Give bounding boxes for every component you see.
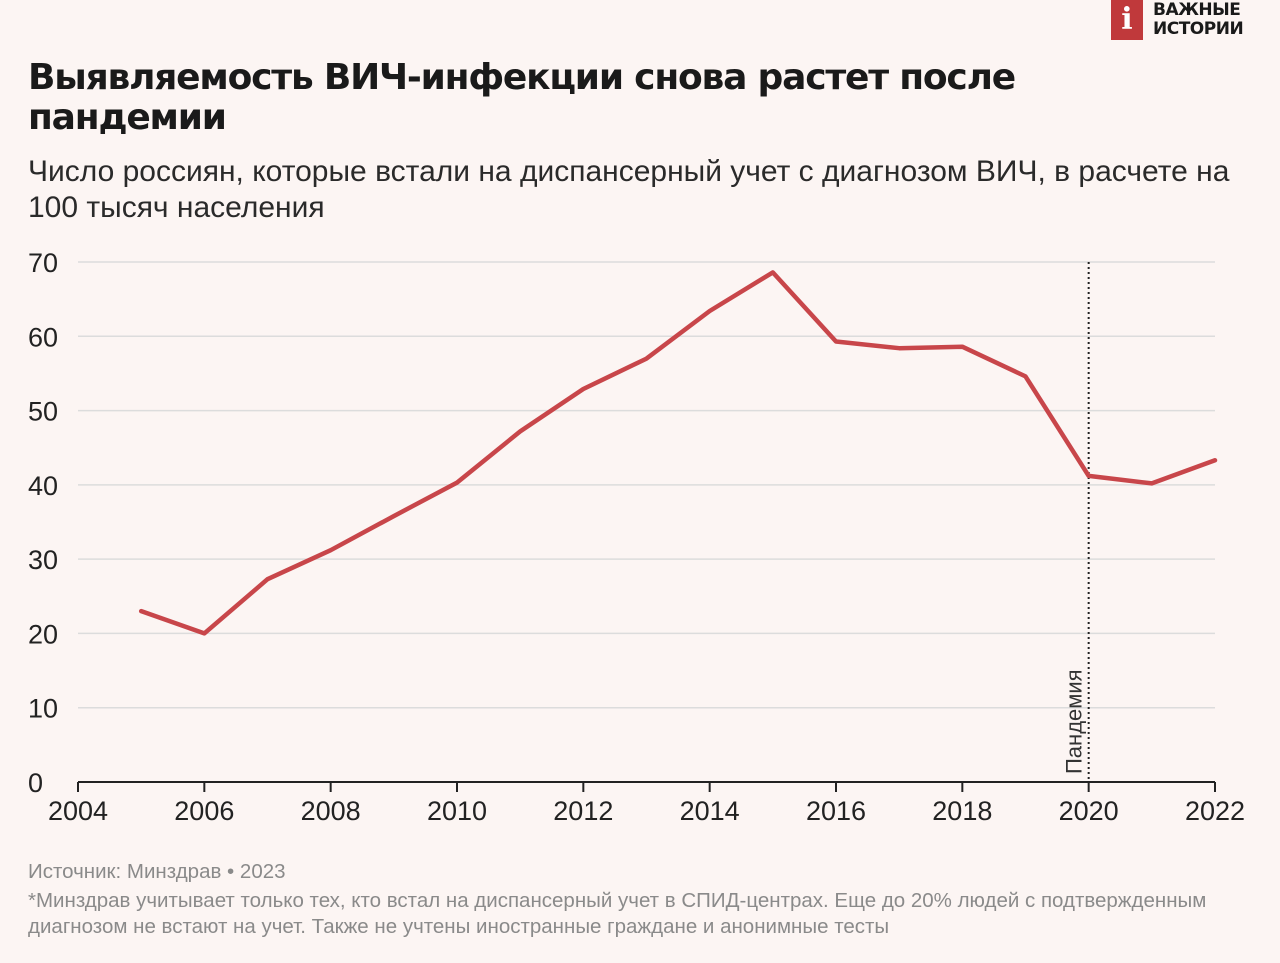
x-tick-label-2012: 2012	[553, 796, 613, 826]
x-tick-label-2018: 2018	[932, 796, 992, 826]
brand-name-line1: ВАЖНЫЕ	[1153, 0, 1241, 20]
data-point-2009	[392, 514, 396, 518]
data-point-2011	[518, 429, 522, 433]
data-point-2020	[1086, 474, 1090, 478]
y-tick-label-70: 70	[28, 248, 58, 278]
data-point-2010	[455, 480, 459, 484]
brand-name-line2: ИСТОРИИ	[1153, 19, 1244, 39]
x-tick-label-2016: 2016	[806, 796, 866, 826]
data-point-2014	[707, 309, 711, 313]
brand-logo[interactable]: i ВАЖНЫЕ ИСТОРИИ	[1111, 0, 1261, 42]
y-tick-label-20: 20	[28, 619, 58, 649]
data-point-2012	[581, 387, 585, 391]
chart-subtitle: Число россиян, которые встали на диспанс…	[28, 155, 1230, 224]
y-tick-label-30: 30	[28, 545, 58, 575]
data-point-2022	[1213, 458, 1217, 462]
x-tick-label-2022: 2022	[1185, 796, 1245, 826]
data-point-2005	[139, 609, 143, 613]
data-point-2007	[265, 577, 269, 581]
x-tick-label-2020: 2020	[1059, 796, 1119, 826]
data-point-2013	[644, 356, 648, 360]
x-tick-label-2014: 2014	[680, 796, 740, 826]
data-point-2017	[897, 346, 901, 350]
series-line-0	[138, 270, 1218, 636]
data-point-2016	[834, 339, 838, 343]
data-point-2018	[960, 344, 964, 348]
x-tick-label-2008: 2008	[301, 796, 361, 826]
y-tick-label-0: 0	[28, 768, 43, 798]
data-point-2019	[1023, 374, 1027, 378]
y-tick-label-50: 50	[28, 397, 58, 427]
x-tick-label-2004: 2004	[48, 796, 108, 826]
data-point-2008	[328, 548, 332, 552]
footnote: *Минздрав учитывает только тех, кто вста…	[28, 889, 1207, 938]
pandemic-marker-label: Пандемия	[1062, 669, 1087, 774]
x-tick-label-2006: 2006	[174, 796, 234, 826]
data-point-2021	[1150, 481, 1154, 485]
source-note: Источник: Минздрав • 2023	[28, 860, 286, 883]
brand-mark-icon: i	[1111, 0, 1143, 40]
data-point-2015	[771, 270, 775, 274]
y-tick-label-60: 60	[28, 322, 58, 352]
brand-name: ВАЖНЫЕ ИСТОРИИ	[1153, 0, 1244, 39]
y-tick-label-10: 10	[28, 694, 58, 724]
y-tick-label-40: 40	[28, 471, 58, 501]
x-tick-label-2010: 2010	[427, 796, 487, 826]
data-point-2006	[202, 631, 206, 635]
chart-title: Выявляемость ВИЧ-инфекции снова растет п…	[28, 57, 1016, 138]
